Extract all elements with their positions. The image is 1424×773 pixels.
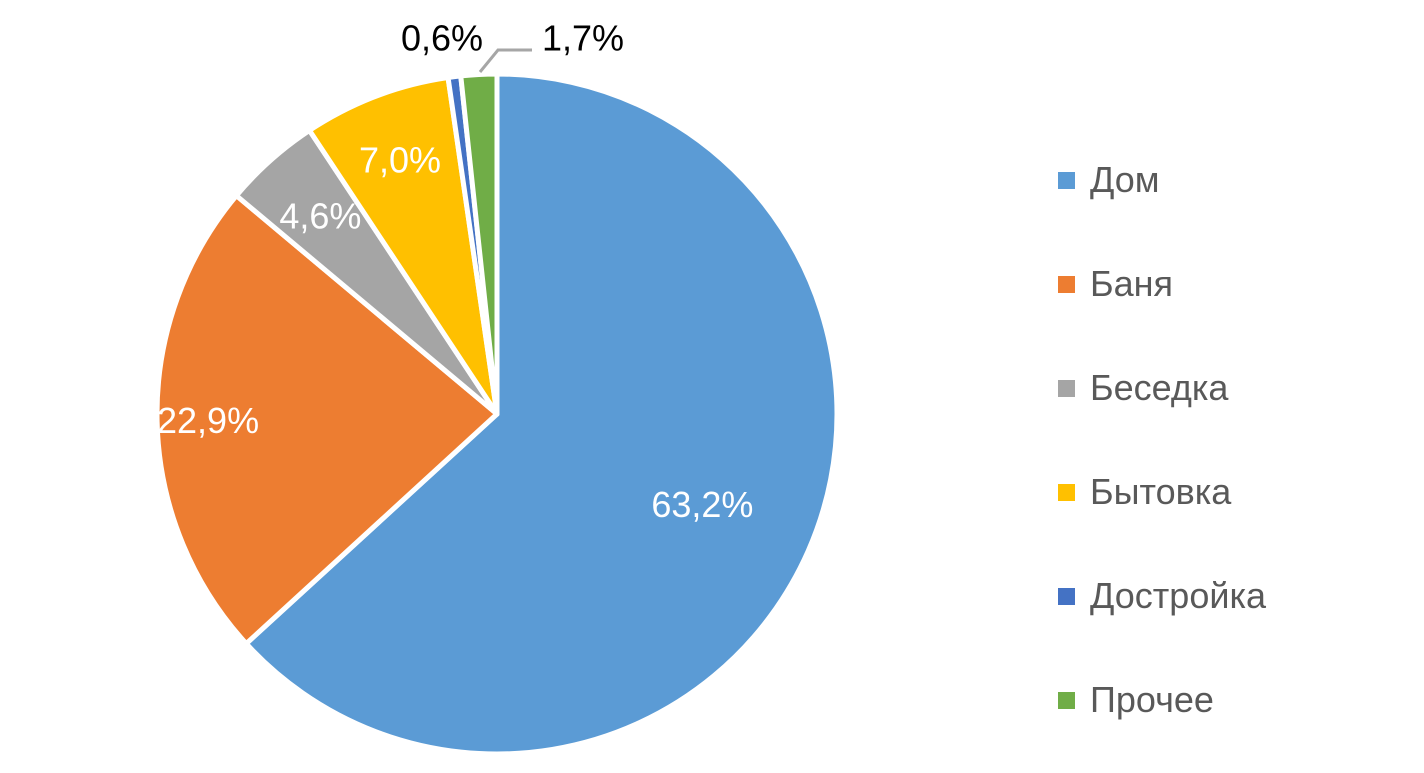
data-label-достройка: 0,6% bbox=[401, 18, 483, 59]
pie-slice-бытовка bbox=[306, 75, 500, 417]
pie-slice-баня bbox=[154, 193, 500, 647]
legend-label: Дом bbox=[1090, 159, 1160, 200]
legend-item-дом: Дом bbox=[1058, 128, 1266, 232]
legend-item-баня: Баня bbox=[1058, 232, 1266, 336]
pie-slices bbox=[154, 71, 840, 757]
legend-swatch bbox=[1058, 483, 1075, 501]
legend-item-прочее: Прочее bbox=[1058, 648, 1266, 752]
pie-slice-прочее bbox=[458, 71, 500, 417]
legend-label: Беседка bbox=[1090, 367, 1229, 408]
pie-slice-дом bbox=[243, 71, 840, 757]
data-label-баня: 22,9% bbox=[157, 400, 259, 441]
data-label-бытовка: 7,0% bbox=[359, 139, 441, 180]
legend-swatch bbox=[1058, 587, 1075, 605]
legend-swatch bbox=[1058, 171, 1075, 189]
data-label-прочее: 1,7% bbox=[542, 18, 624, 59]
data-labels: 63,2% 22,9% 4,6% 7,0% 0,6% 1,7% bbox=[157, 18, 753, 525]
legend: Дом Баня Беседка Бытовка Достройка Прочее bbox=[1058, 128, 1266, 752]
legend-label: Прочее bbox=[1090, 679, 1214, 720]
legend-item-бытовка: Бытовка bbox=[1058, 440, 1266, 544]
legend-label: Баня bbox=[1090, 263, 1174, 304]
legend-label: Бытовка bbox=[1090, 471, 1232, 512]
legend-item-достройка: Достройка bbox=[1058, 544, 1266, 648]
data-label-дом: 63,2% bbox=[651, 484, 753, 525]
leader-lines bbox=[478, 48, 532, 73]
data-label-беседка: 4,6% bbox=[279, 196, 361, 237]
legend-swatch bbox=[1058, 691, 1075, 709]
legend-label: Достройка bbox=[1090, 575, 1267, 616]
legend-swatch bbox=[1058, 275, 1075, 293]
legend-item-беседка: Беседка bbox=[1058, 336, 1266, 440]
legend-swatch bbox=[1058, 379, 1075, 397]
leader-line-прочее bbox=[478, 48, 532, 73]
